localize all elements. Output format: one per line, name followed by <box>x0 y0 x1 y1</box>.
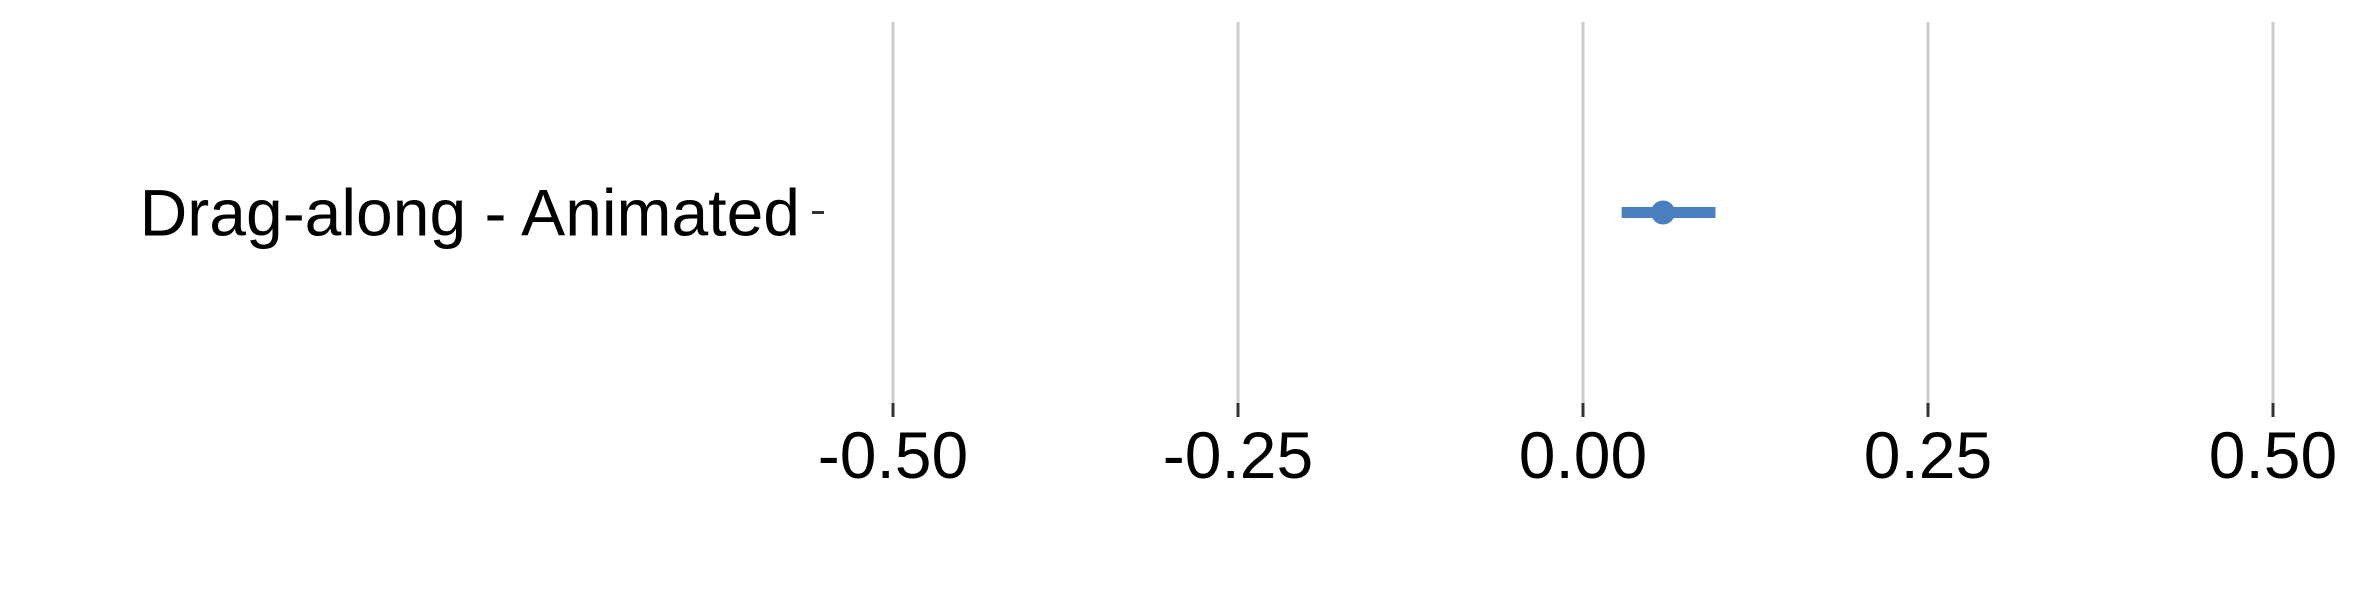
category-label: Drag-along - Animated <box>140 176 800 250</box>
x-tick-label: 0.00 <box>1519 418 1647 492</box>
x-tick-label: -0.50 <box>818 418 968 492</box>
x-tick-label: 0.50 <box>2209 418 2337 492</box>
point-estimate <box>1651 200 1676 225</box>
x-axis: -0.50 -0.25 0.00 0.25 0.50 <box>818 403 2337 492</box>
plot-marks <box>1621 200 1716 225</box>
x-tick-label: -0.25 <box>1163 418 1313 492</box>
x-tick-label: 0.25 <box>1864 418 1992 492</box>
grid-lines <box>891 22 2275 403</box>
y-axis: Drag-along - Animated <box>140 176 824 250</box>
